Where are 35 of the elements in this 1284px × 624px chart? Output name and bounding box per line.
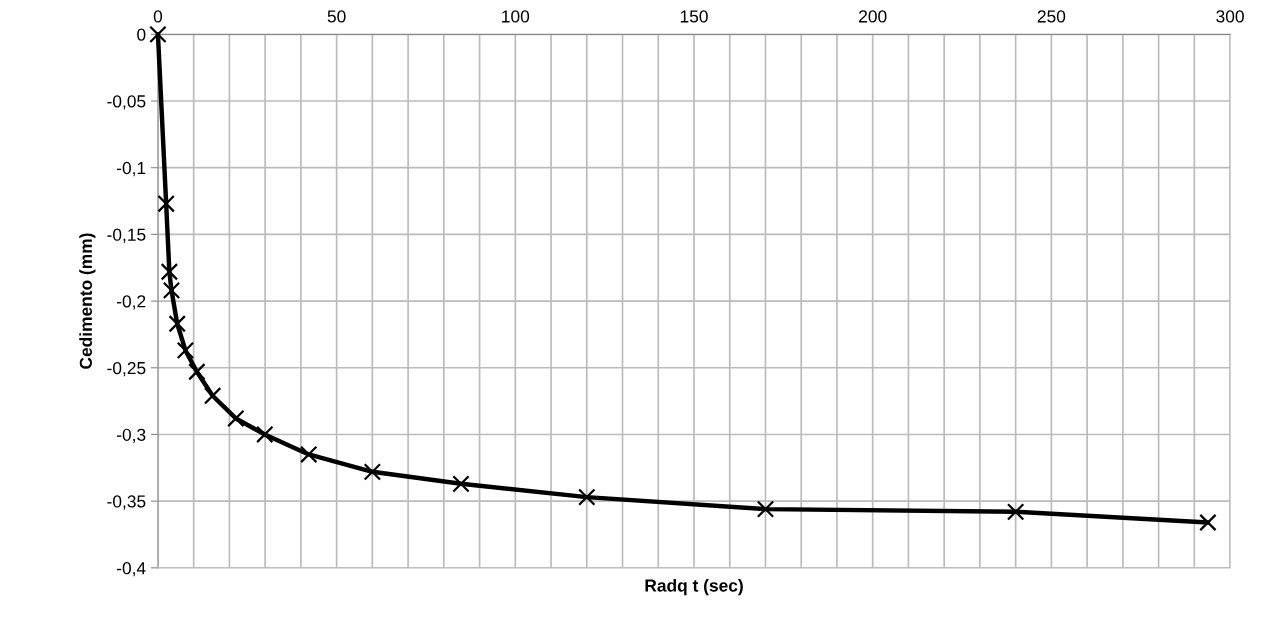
point [162, 281, 181, 300]
point [578, 488, 596, 506]
point [300, 445, 318, 464]
x-tick-label: 0 [153, 10, 163, 23]
y-tick-label: -0,05 [107, 95, 146, 110]
x-tick-label: 50 [327, 10, 346, 23]
x-tick-label: 200 [859, 10, 887, 23]
x-axis-title: Radq t (sec) [645, 578, 743, 596]
x-tick-label: 100 [502, 10, 530, 23]
y-tick-label: -0,3 [116, 428, 146, 443]
point [227, 409, 245, 428]
point [168, 315, 186, 333]
point [160, 262, 179, 281]
point [1199, 513, 1217, 532]
y-tick-label: -0,2 [116, 295, 146, 310]
y-tick-label: 0 [137, 28, 146, 41]
y-tick-label: -0,25 [107, 361, 146, 377]
x-tick-label: 150 [680, 10, 708, 23]
y-tick-label: -0,15 [107, 228, 146, 243]
x-tick-label: 250 [1037, 10, 1066, 23]
point [363, 463, 382, 481]
point [203, 387, 222, 405]
y-tick-label: -0,4 [116, 562, 146, 577]
y-tick-label: -0,35 [107, 495, 146, 510]
point [756, 500, 775, 518]
y-tick-label: -0,1 [116, 161, 146, 177]
point [157, 194, 175, 213]
point [149, 25, 167, 44]
point [188, 363, 206, 381]
y-axis-title: Cedimento (mm) [79, 233, 96, 369]
point [256, 425, 274, 444]
point [1006, 503, 1025, 521]
x-tick-label: 300 [1216, 10, 1244, 23]
point [452, 475, 470, 493]
point [176, 341, 195, 360]
